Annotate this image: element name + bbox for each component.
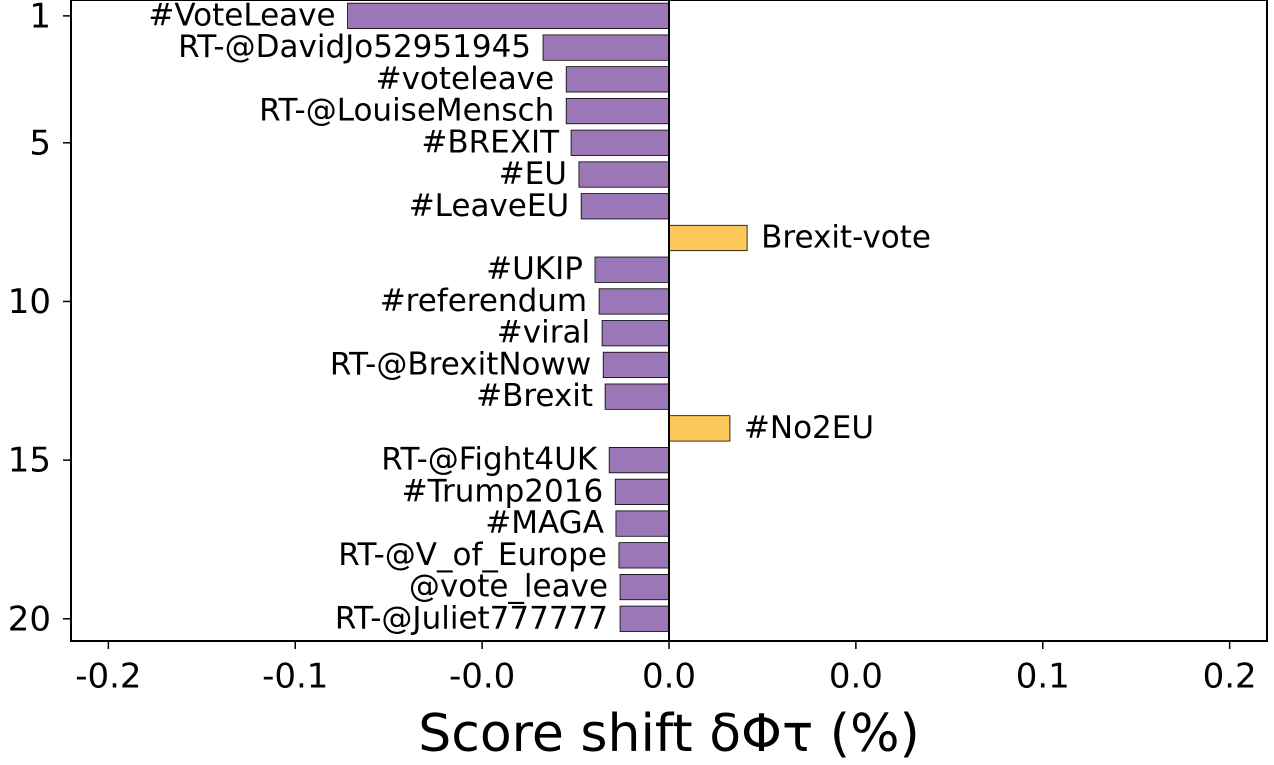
bar xyxy=(578,161,670,188)
x-tick-label: -0.2 xyxy=(75,657,141,697)
bar-label: #UKIP xyxy=(486,251,583,287)
bar xyxy=(565,66,670,93)
bar xyxy=(604,383,670,410)
bar-label: Brexit-vote xyxy=(761,219,931,255)
y-tick-label: 5 xyxy=(29,123,51,163)
bar xyxy=(619,605,670,632)
bar-label: RT-@Fight4UK xyxy=(381,442,598,478)
bar xyxy=(594,256,670,283)
y-tick-label: 1 xyxy=(29,0,51,36)
bar xyxy=(565,97,670,125)
x-tick-label: 0.2 xyxy=(1203,657,1257,697)
bar xyxy=(347,2,670,29)
bar-label: #viral xyxy=(497,315,590,351)
bar-label: RT-@DavidJo52951945 xyxy=(178,29,531,65)
bar xyxy=(618,542,670,569)
y-tick-label: 20 xyxy=(8,599,51,639)
bar-label: #VoteLeave xyxy=(148,0,335,33)
bar xyxy=(601,320,670,347)
bar-label: RT-@LouiseMensch xyxy=(259,93,554,129)
bar xyxy=(614,478,670,505)
bar-label: #Trump2016 xyxy=(402,473,604,509)
x-tick-label: -0.0 xyxy=(449,657,515,697)
x-axis-label: Score shift δΦτ (%) xyxy=(418,704,920,764)
x-tick-label: 0.1 xyxy=(1016,657,1070,697)
x-tick-label: 0.0 xyxy=(642,657,696,697)
bar-label: #LeaveEU xyxy=(409,188,569,224)
bar xyxy=(580,193,670,220)
bar-label: #MAGA xyxy=(485,505,604,541)
bar-label: RT-@V_of_Europe xyxy=(338,537,607,573)
y-tick-label: 10 xyxy=(8,282,51,322)
bar-label: #BREXIT xyxy=(421,124,560,160)
y-tick-label: 15 xyxy=(8,441,51,481)
x-tick-label: -0.1 xyxy=(262,657,328,697)
x-tick-label: 0.0 xyxy=(829,657,883,697)
bar xyxy=(542,34,670,61)
bar xyxy=(619,573,670,601)
bar xyxy=(570,129,670,156)
bar xyxy=(615,510,670,537)
bar xyxy=(608,447,670,474)
bar xyxy=(602,351,670,379)
bar-label: #EU xyxy=(499,156,567,192)
bar-label: #referendum xyxy=(380,283,587,319)
bar-label: RT-@Juliet777777 xyxy=(335,600,608,636)
bar xyxy=(668,415,731,442)
bar-label: #No2EU xyxy=(744,410,874,446)
bar-label: #voteleave xyxy=(376,61,555,97)
bar-label: @vote_leave xyxy=(409,569,608,605)
bar xyxy=(598,288,670,315)
bar-label: RT-@BrexitNoww xyxy=(330,346,591,382)
bar-label: #Brexit xyxy=(476,378,593,414)
bar xyxy=(668,224,748,252)
